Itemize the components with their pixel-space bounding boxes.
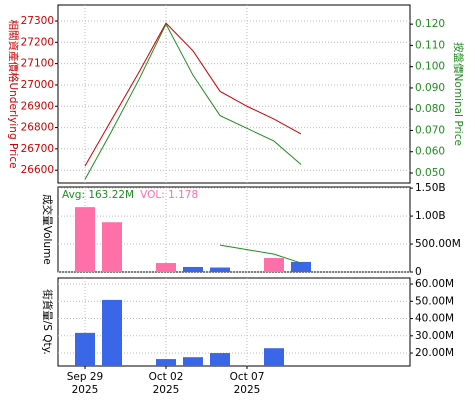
- y2-tick-label: 0.100: [415, 61, 445, 73]
- annotation: Avg: 163.22M: [62, 189, 134, 201]
- y2-axis-title: 按盤價Nominal Price: [452, 42, 465, 146]
- y-tick-label: 1.00B: [415, 210, 446, 222]
- bar: [75, 207, 95, 272]
- bar: [183, 266, 203, 272]
- y-tick-label: 27000: [21, 79, 54, 91]
- y2-tick-label: 0.070: [415, 124, 445, 136]
- y-axis-title: 街貨量/S Qty.: [41, 289, 54, 354]
- y2-tick-label: 0.060: [415, 146, 445, 158]
- bar: [291, 261, 311, 272]
- y2-tick-label: 0.120: [415, 18, 445, 30]
- y2-tick-label: 0.050: [415, 167, 445, 179]
- y-tick-label: 0: [415, 266, 422, 278]
- bar: [156, 263, 176, 272]
- y-tick-label: 30.00M: [415, 330, 454, 342]
- y-tick-label: 50.00M: [415, 295, 454, 307]
- bar: [102, 299, 122, 366]
- panel-frame: [57, 186, 411, 273]
- y-tick-label: 40.00M: [415, 313, 454, 325]
- y-tick-label: 20.00M: [415, 347, 454, 359]
- series-line: [84, 22, 302, 167]
- bar: [210, 267, 230, 272]
- y-tick-label: 27200: [21, 36, 54, 48]
- bar: [156, 359, 176, 366]
- series-line: [219, 244, 302, 264]
- x-tick-label: Oct 07 2025: [229, 371, 265, 396]
- bar: [264, 348, 284, 366]
- y-axis-title: 成交量Volume: [41, 194, 54, 265]
- y-tick-label: 26700: [21, 143, 54, 155]
- annotation: VOL: 1.178: [140, 189, 198, 201]
- panel-frame: [57, 277, 411, 367]
- y-tick-label: 60.00M: [415, 278, 454, 290]
- y-tick-label: 1.50B: [415, 182, 446, 194]
- y-tick-label: 500.00M: [415, 238, 461, 250]
- bar: [183, 357, 203, 366]
- y-tick-label: 27100: [21, 58, 54, 70]
- x-tick-label: Sep 29 2025: [66, 371, 104, 396]
- y2-tick-label: 0.110: [415, 39, 445, 51]
- y-tick-label: 27300: [21, 15, 54, 27]
- y-tick-label: 26800: [21, 122, 54, 134]
- bar: [102, 222, 122, 272]
- y-axis-title: 相關資產價格Underlying Price: [7, 19, 20, 168]
- series-line: [84, 23, 302, 180]
- bar: [264, 258, 284, 272]
- bar: [210, 353, 230, 366]
- y2-tick-label: 0.080: [415, 103, 445, 115]
- bar: [75, 332, 95, 366]
- x-tick-label: Oct 02 2025: [148, 371, 184, 396]
- y-tick-label: 26600: [21, 164, 54, 176]
- y2-tick-label: 0.090: [415, 82, 445, 94]
- panel-frame: [57, 4, 411, 184]
- y-tick-label: 26900: [21, 100, 54, 112]
